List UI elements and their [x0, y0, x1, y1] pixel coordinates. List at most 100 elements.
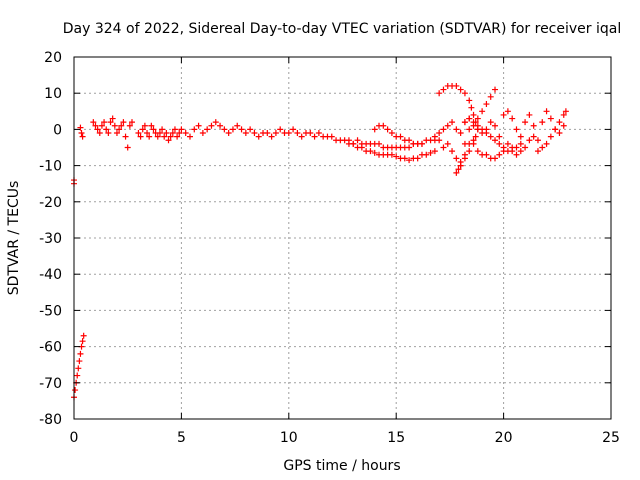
y-tick-label: 0: [53, 122, 62, 138]
data-point: [397, 133, 404, 140]
data-point: [552, 126, 559, 133]
data-point: [453, 82, 460, 89]
data-point: [161, 133, 168, 140]
y-axis-label: SDTVAR / TECUs: [6, 181, 22, 296]
data-point: [111, 122, 118, 129]
data-point: [204, 126, 211, 133]
data-point: [242, 130, 249, 137]
data-point: [105, 130, 112, 137]
data-point: [530, 122, 537, 129]
data-point: [376, 140, 383, 147]
data-point: [461, 119, 468, 126]
data-point: [474, 122, 481, 129]
data-point: [116, 126, 123, 133]
data-point: [543, 108, 550, 115]
data-point: [380, 122, 387, 129]
data-point: [556, 130, 563, 137]
data-point: [350, 140, 357, 147]
y-tick-label: 10: [44, 86, 62, 102]
data-point: [178, 126, 185, 133]
data-point: [466, 126, 473, 133]
data-point: [479, 108, 486, 115]
y-tick-label: -30: [39, 231, 62, 247]
x-tick-label: 25: [602, 430, 620, 446]
data-point: [500, 144, 507, 151]
data-point: [436, 130, 443, 137]
data-point: [492, 155, 499, 162]
y-tick-label: -70: [39, 376, 62, 392]
data-point: [468, 104, 475, 111]
data-point: [247, 126, 254, 133]
data-point: [453, 126, 460, 133]
data-point: [137, 133, 144, 140]
data-point: [139, 126, 146, 133]
data-point: [169, 130, 176, 137]
data-point: [96, 130, 103, 137]
data-point: [517, 148, 524, 155]
data-point: [225, 130, 232, 137]
data-point: [141, 122, 148, 129]
data-point: [517, 140, 524, 147]
data-point: [440, 86, 447, 93]
data-point: [513, 126, 520, 133]
data-point: [547, 115, 554, 122]
data-point: [77, 124, 84, 131]
data-point: [509, 115, 516, 122]
data-point: [176, 130, 183, 137]
data-point: [238, 126, 245, 133]
data-point: [492, 86, 499, 93]
data-point: [174, 133, 181, 140]
data-point: [504, 108, 511, 115]
axis-ticks: 0 5 10 15 20 25 20 10 0 -10 -20 -30 -40 -50 -60 -70 -80: [39, 50, 620, 446]
y-tick-label: -80: [39, 412, 62, 428]
data-point: [94, 126, 101, 133]
data-point: [401, 155, 408, 162]
data-point: [427, 149, 434, 156]
data-point: [436, 137, 443, 144]
data-point: [406, 144, 413, 151]
data-point: [534, 137, 541, 144]
data-point: [315, 130, 322, 137]
data-point: [388, 151, 395, 158]
data-point: [109, 115, 116, 122]
data-point: [472, 133, 479, 140]
y-tick-label: -60: [39, 340, 62, 356]
data-point: [251, 130, 258, 137]
data-point: [75, 365, 82, 372]
data-point: [470, 111, 477, 118]
data-point: [148, 122, 155, 129]
data-point: [124, 144, 131, 151]
data-point: [483, 130, 490, 137]
data-point: [171, 126, 178, 133]
data-point: [358, 144, 365, 151]
data-point: [294, 130, 301, 137]
data-point: [367, 148, 374, 155]
data-point: [208, 122, 215, 129]
data-point: [76, 358, 83, 365]
data-point: [560, 122, 567, 129]
data-point: [107, 119, 114, 126]
data-point: [150, 126, 157, 133]
data-point: [431, 148, 438, 155]
data-point: [159, 126, 166, 133]
data-point: [431, 133, 438, 140]
data-point: [556, 119, 563, 126]
data-point: [547, 133, 554, 140]
data-point: [440, 126, 447, 133]
data-points: [71, 82, 569, 401]
data-point: [444, 122, 451, 129]
data-point: [191, 126, 198, 133]
data-point: [79, 133, 86, 140]
data-point: [457, 158, 464, 165]
data-point: [118, 122, 125, 129]
data-point: [113, 130, 120, 137]
data-point: [457, 86, 464, 93]
data-point: [470, 140, 477, 147]
data-point: [522, 144, 529, 151]
data-point: [167, 133, 174, 140]
data-point: [474, 148, 481, 155]
data-point: [120, 119, 127, 126]
data-point: [77, 350, 84, 357]
data-point: [406, 137, 413, 144]
